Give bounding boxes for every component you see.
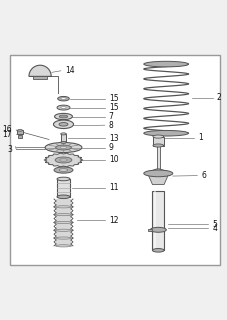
- Ellipse shape: [55, 221, 72, 224]
- Ellipse shape: [57, 105, 70, 110]
- Text: 10: 10: [109, 156, 118, 164]
- Text: 7: 7: [109, 112, 114, 121]
- Bar: [56, 199, 71, 246]
- Text: 13: 13: [109, 134, 118, 143]
- Polygon shape: [44, 153, 83, 167]
- Bar: [153, 191, 164, 250]
- Bar: [148, 229, 152, 231]
- Text: 4: 4: [212, 224, 217, 233]
- Ellipse shape: [54, 167, 73, 173]
- Text: 8: 8: [109, 121, 114, 130]
- Text: 12: 12: [109, 216, 118, 225]
- Ellipse shape: [153, 135, 164, 138]
- Ellipse shape: [60, 146, 67, 148]
- Text: 17: 17: [2, 130, 12, 139]
- Polygon shape: [147, 169, 169, 172]
- Ellipse shape: [17, 130, 22, 131]
- Text: 3: 3: [7, 145, 12, 154]
- Text: 9: 9: [109, 143, 114, 152]
- Ellipse shape: [56, 145, 71, 150]
- Ellipse shape: [150, 227, 166, 232]
- Bar: [17, 130, 23, 134]
- Bar: [61, 134, 66, 142]
- Bar: [154, 191, 156, 250]
- Ellipse shape: [54, 120, 74, 129]
- Ellipse shape: [61, 141, 66, 143]
- Ellipse shape: [58, 96, 69, 101]
- Ellipse shape: [55, 237, 72, 239]
- Text: 6: 6: [201, 171, 206, 180]
- Text: 2: 2: [217, 93, 222, 102]
- Ellipse shape: [59, 123, 68, 126]
- Ellipse shape: [59, 169, 68, 172]
- Ellipse shape: [153, 249, 164, 252]
- Ellipse shape: [57, 195, 70, 199]
- Polygon shape: [147, 172, 169, 185]
- Ellipse shape: [54, 113, 72, 120]
- Bar: [18, 135, 22, 138]
- Ellipse shape: [144, 131, 188, 136]
- Bar: [157, 146, 160, 169]
- Ellipse shape: [144, 170, 173, 177]
- Ellipse shape: [60, 158, 67, 162]
- Ellipse shape: [55, 229, 72, 231]
- Bar: [153, 137, 164, 146]
- Ellipse shape: [144, 61, 188, 67]
- Ellipse shape: [57, 177, 70, 181]
- Text: 15: 15: [109, 103, 118, 112]
- Ellipse shape: [55, 245, 72, 247]
- Text: 5: 5: [212, 220, 217, 228]
- Ellipse shape: [153, 144, 164, 147]
- Text: 11: 11: [109, 183, 118, 192]
- Text: 15: 15: [109, 94, 118, 103]
- Ellipse shape: [55, 213, 72, 216]
- Text: 1: 1: [198, 133, 203, 142]
- Ellipse shape: [61, 107, 66, 108]
- Ellipse shape: [55, 157, 72, 163]
- Text: 14: 14: [65, 66, 74, 75]
- Ellipse shape: [59, 115, 68, 118]
- Ellipse shape: [45, 142, 82, 153]
- Ellipse shape: [61, 98, 66, 100]
- Bar: [57, 179, 70, 197]
- Text: 16: 16: [2, 125, 12, 134]
- Ellipse shape: [61, 133, 66, 135]
- Wedge shape: [29, 65, 51, 76]
- Ellipse shape: [55, 206, 72, 208]
- Bar: [33, 76, 47, 79]
